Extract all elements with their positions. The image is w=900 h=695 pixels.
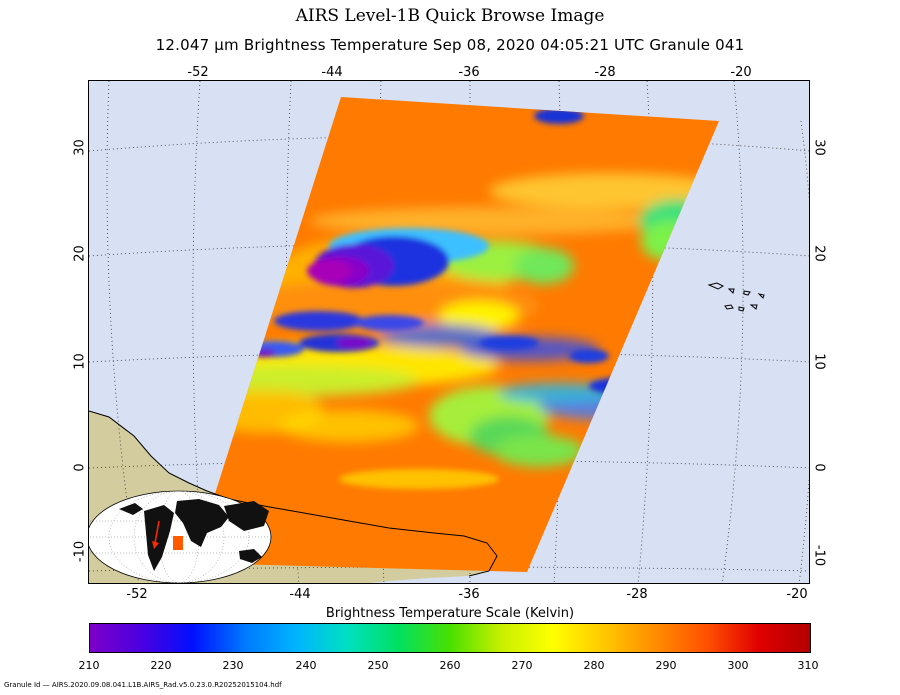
lat-tick-left: 0 — [72, 463, 88, 472]
granule-id: Granule Id — AIRS.2020.09.08.041.L1B.AIR… — [4, 681, 282, 689]
lon-tick-bottom: -20 — [786, 587, 808, 602]
lon-tick-top: -52 — [187, 65, 209, 80]
lon-tick-top: -44 — [321, 65, 343, 80]
lat-tick-left: -10 — [72, 540, 88, 563]
lat-tick-right: 20 — [811, 245, 827, 262]
lon-tick-top: -36 — [458, 65, 480, 80]
colorbar-tick: 210 — [78, 659, 100, 672]
lon-tick-bottom: -44 — [289, 587, 311, 602]
lat-tick-left: 30 — [72, 139, 88, 156]
colorbar-tick: 310 — [797, 659, 819, 672]
coastline — [89, 410, 498, 577]
inset-globe-map — [89, 490, 272, 583]
lat-tick-left: 20 — [72, 245, 88, 262]
lat-tick-left: 10 — [72, 353, 88, 370]
lon-tick-bottom: -52 — [126, 587, 148, 602]
lat-tick-right: 10 — [811, 353, 827, 370]
map-panel — [88, 80, 810, 584]
colorbar-tick: 240 — [295, 659, 317, 672]
colorbar-tick: 290 — [655, 659, 677, 672]
image-subtitle: 12.047 µm Brightness Temperature Sep 08,… — [155, 36, 745, 54]
lon-tick-top: -20 — [730, 65, 752, 80]
colorbar-tick: 300 — [727, 659, 749, 672]
lat-tick-right: 0 — [811, 463, 827, 472]
colorbar-tick: 270 — [511, 659, 533, 672]
islands — [707, 282, 765, 312]
colorbar — [89, 623, 811, 653]
colorbar-tick: 250 — [367, 659, 389, 672]
lon-tick-top: -28 — [594, 65, 616, 80]
image-title: AIRS Level-1B Quick Browse Image — [295, 6, 605, 26]
map-canvas — [89, 81, 809, 583]
colorbar-tick: 220 — [150, 659, 172, 672]
colorbar-tick: 230 — [222, 659, 244, 672]
lat-tick-right: 30 — [811, 139, 827, 156]
colorbar-tick: 280 — [583, 659, 605, 672]
lat-tick-right: -10 — [811, 544, 827, 567]
lon-tick-bottom: -36 — [458, 587, 480, 602]
colorbar-title: Brightness Temperature Scale (Kelvin) — [325, 606, 575, 621]
lon-tick-bottom: -28 — [626, 587, 648, 602]
colorbar-tick: 260 — [439, 659, 461, 672]
